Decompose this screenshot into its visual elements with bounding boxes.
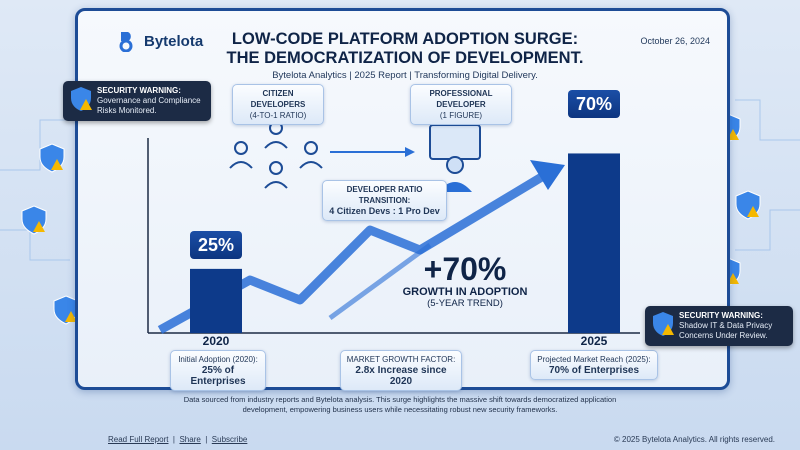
report-date: October 26, 2024 [640, 36, 710, 46]
developer-ratio-label: DEVELOPER RATIO TRANSITION: 4 Citizen Dev… [322, 180, 447, 221]
projected-reach-box: Projected Market Reach (2025): 70% of Ent… [530, 350, 658, 380]
bar-2020 [190, 268, 242, 333]
brand-name: Bytelota [144, 32, 204, 50]
professional-developer-icon [429, 124, 481, 192]
growth-value: +70% [423, 251, 507, 287]
citizen-developers-label: CITIZEN DEVELOPERS (4-TO-1 RATIO) [232, 84, 324, 125]
initial-adoption-box: Initial Adoption (2020): 25% of Enterpris… [170, 350, 266, 391]
share-link[interactable]: Share [179, 435, 201, 444]
bar-2025 [568, 153, 620, 333]
brand-logo: Bytelota [118, 30, 203, 52]
warning-shield-icon [653, 312, 674, 336]
page-subtitle: Bytelota Analytics | 2025 Report | Trans… [272, 70, 538, 81]
bar-label-2020: 25% [190, 231, 242, 259]
growth-callout: +70% GROWTH IN ADOPTION (5-YEAR TREND) [390, 252, 540, 309]
market-growth-box: MARKET GROWTH FACTOR: 2.8x Increase since… [340, 350, 462, 391]
page-title: LOW-CODE PLATFORM ADOPTION SURGE: THE DEM… [226, 30, 584, 67]
security-warning-shadow-it: SECURITY WARNING: Shadow IT & Data Privac… [645, 306, 793, 346]
trend-arrow-head [530, 160, 565, 190]
bar-label-2025: 70% [568, 90, 620, 118]
security-shield-icon [735, 190, 761, 220]
growth-label: GROWTH IN ADOPTION [402, 286, 528, 298]
ratio-arrow-head [405, 147, 415, 157]
footer-links: Read Full Report | Share | Subscribe [108, 435, 248, 444]
citizen-developers-icon [229, 121, 323, 189]
security-shield-icon [21, 205, 47, 235]
bytelota-logo-icon [119, 32, 133, 52]
x-tick-2020: 2020 [202, 334, 230, 348]
copyright: © 2025 Bytelota Analytics. All rights re… [613, 435, 775, 444]
security-warning-governance: SECURITY WARNING: Governance and Complian… [63, 81, 211, 121]
warning-shield-icon [71, 87, 92, 111]
footnote: Data sourced from industry reports and B… [183, 395, 617, 414]
secondary-trend-arrow [328, 242, 432, 321]
security-shield-icon [39, 143, 65, 173]
subscribe-link[interactable]: Subscribe [211, 435, 248, 444]
professional-developer-label: PROFESSIONAL DEVELOPER (1 FIGURE) [410, 84, 512, 125]
growth-period: (5-YEAR TREND) [427, 298, 503, 309]
x-tick-2025: 2025 [580, 334, 608, 348]
read-full-report-link[interactable]: Read Full Report [108, 435, 169, 444]
